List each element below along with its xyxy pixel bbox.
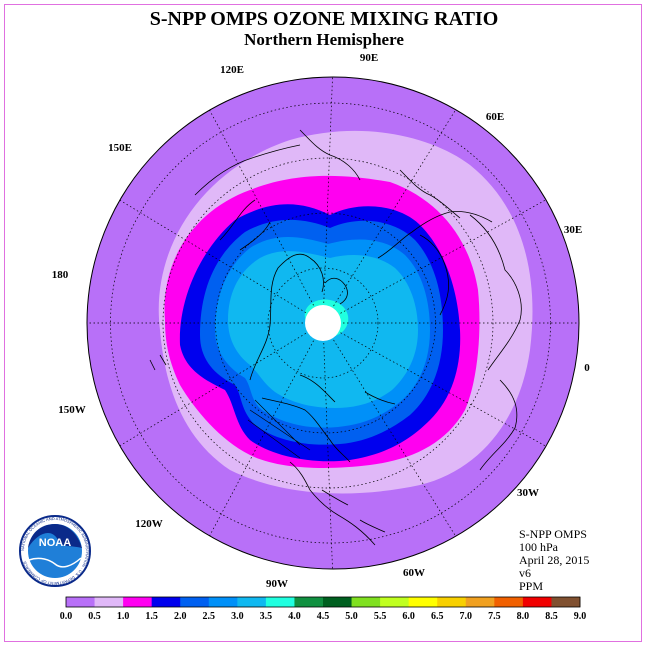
colorbar-tick-label: 3.5 [260,611,273,622]
colorbar-swatch [94,597,124,607]
lon-label-120e: 120E [220,64,244,76]
colorbar-swatch [351,597,381,607]
colorbar-swatch [180,597,210,607]
plot-frame [4,4,642,642]
map-subtitle: Northern Hemisphere [244,30,404,49]
colorbar-tick-label: 4.5 [317,611,330,622]
lon-label-90w: 90W [266,578,288,590]
lon-label-30w: 30W [517,487,539,499]
lon-label-120w: 120W [135,518,163,530]
colorbar-tick-label: 7.5 [488,611,501,622]
info-product: S-NPP OMPS [519,527,587,541]
meridian-line [109,322,324,453]
lon-label-30e: 30E [564,224,582,236]
map-boundary [86,76,580,570]
colorbar-swatch [123,597,153,607]
lon-label-0: 0 [584,362,590,374]
colorbar-tick-label: 8.0 [517,611,530,622]
logo-wave [28,557,82,568]
noaa-logo: NOAA NATIONAL OCEANIC AND ATMOSPHERIC AD… [19,515,91,587]
colorbar-swatch [151,597,181,607]
latitude-circle [267,267,379,379]
meridian-line [322,322,334,569]
colorbar-swatch [237,597,267,607]
meridian-line [322,77,334,324]
ozone-contours [87,77,579,569]
colorbar-tick-label: 6.0 [402,611,415,622]
colorbar-tick-label: 5.5 [374,611,387,622]
coastlines [149,129,522,546]
colorbar-tick-label: 0.0 [60,611,73,622]
longitude-labels: 90E 60E 30E 0 30W 60W 90W 120W 150W 180 … [52,52,591,590]
info-date: April 28, 2015 [519,553,590,567]
colorbar-swatch [494,597,524,607]
colorbar-tick-label: 1.5 [145,611,158,622]
colorbar-swatch [522,597,552,607]
logo-bird [28,524,82,548]
colorbar-tick-label: 2.5 [203,611,216,622]
colorbar-tick-label: 6.5 [431,611,444,622]
graticule [87,77,579,569]
logo-text: NOAA [39,537,71,549]
colorbar-swatch [408,597,438,607]
info-level: 100 hPa [519,540,558,554]
colorbar-swatch [465,597,495,607]
colorbar-swatch [265,597,295,607]
colorbar-tick-label: 3.0 [231,611,244,622]
colorbar-tick-label: 7.0 [460,611,473,622]
colorbar-tick-label: 2.0 [174,611,187,622]
meridian-line [322,322,557,453]
colorbar-tick-label: 4.0 [288,611,301,622]
colorbar-tick-label: 9.0 [574,611,587,622]
colorbar-swatch [380,597,410,607]
colorbar-swatch [437,597,467,607]
lon-label-60e: 60E [486,111,504,123]
info-version: v6 [519,566,531,580]
meridian-line [109,193,324,324]
lon-label-150e: 150E [108,142,132,154]
lon-label-60w: 60W [403,567,425,579]
map-title: S-NPP OMPS OZONE MIXING RATIO [149,8,499,30]
latitude-circle [162,157,494,489]
lon-label-90e: 90E [360,52,378,64]
colorbar-tick-label: 1.0 [117,611,130,622]
polar-data-gap [305,305,341,341]
lon-label-150w: 150W [58,404,86,416]
colorbar-swatch [323,597,352,607]
colorbar-tick-label: 0.5 [88,611,101,622]
colorbar-swatch [66,597,95,607]
colorbar-tick-label: 5.0 [345,611,358,622]
colorbar-tick-label: 8.5 [545,611,558,622]
colorbar: 0.0 0.5 1.0 1.5 2.0 2.5 3.0 3.5 4.0 4.5 5.0 5.5 6.0 6… [60,596,587,622]
colorbar-swatch [294,597,324,607]
lon-label-180: 180 [52,269,69,281]
colorbar-border [65,596,581,608]
colorbar-swatch [208,597,238,607]
info-units: PPM [519,579,544,593]
colorbar-swatch [551,597,581,607]
latitude-circle [110,102,551,544]
meridian-line [322,193,557,324]
